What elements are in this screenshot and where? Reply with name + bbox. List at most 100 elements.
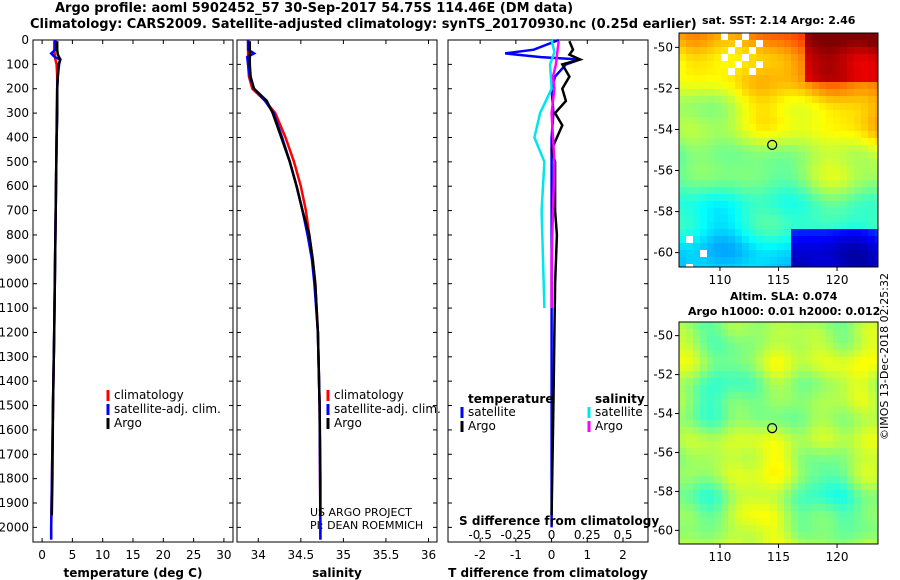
map-cell: [798, 124, 805, 131]
map-cell: [714, 208, 721, 215]
map-cell: [707, 96, 714, 103]
map-cell: [819, 420, 826, 427]
map-cell: [735, 434, 742, 441]
map-cell: [847, 68, 854, 75]
map-cell: [756, 89, 763, 96]
map-cell: [693, 490, 700, 497]
map-cell: [784, 103, 791, 110]
map-cell: [763, 427, 770, 434]
map-cell: [833, 385, 840, 392]
map-cell: [707, 159, 714, 166]
map-cell: [861, 378, 868, 385]
map-cell: [833, 518, 840, 525]
map-cell: [735, 222, 742, 229]
map-cell: [749, 82, 756, 89]
map-cell: [777, 448, 784, 455]
plot-frame-salinity-profile: [236, 39, 438, 543]
map-cell: [693, 152, 700, 159]
map-cell: [875, 222, 878, 229]
map-cell: [875, 131, 878, 138]
map-cell: [770, 201, 777, 208]
map-cell: [693, 215, 700, 222]
map-cell: [728, 539, 735, 544]
map-cell: [686, 364, 693, 371]
map-cell: [749, 434, 756, 441]
map-cell: [798, 75, 805, 82]
map-cell: [749, 483, 756, 490]
map-cell: [833, 243, 840, 250]
map-cell: [714, 131, 721, 138]
map-cell: [686, 82, 693, 89]
map-cell: [777, 385, 784, 392]
map-cell: [735, 448, 742, 455]
map-cell: [840, 33, 847, 40]
map-cell: [784, 194, 791, 201]
map-cell: [700, 518, 707, 525]
map-cell: [707, 187, 714, 194]
map-cell: [875, 322, 878, 329]
map-cell: [812, 47, 819, 54]
map-cell: [707, 399, 714, 406]
map-cell: [728, 497, 735, 504]
map-cell: [826, 33, 833, 40]
map-cell: [868, 124, 875, 131]
depth-tick-label: 1400: [0, 374, 29, 388]
map-cell: [833, 124, 840, 131]
map-cell: [721, 82, 728, 89]
map-cell: [686, 413, 693, 420]
map-cell: [854, 96, 861, 103]
map-cell: [770, 399, 777, 406]
map-cell: [735, 357, 742, 364]
map-cell: [784, 131, 791, 138]
map-cell: [791, 455, 798, 462]
series-line-argo: [50, 41, 62, 516]
map-cell: [868, 173, 875, 180]
map-cell: [847, 103, 854, 110]
map-cell: [700, 117, 707, 124]
map-cell: [742, 264, 749, 267]
map-cell: [875, 364, 878, 371]
map-cell: [763, 194, 770, 201]
map-cell: [833, 378, 840, 385]
map-cell: [819, 476, 826, 483]
map-cell: [763, 145, 770, 152]
map-cell: [868, 539, 875, 544]
map-cell: [721, 264, 728, 267]
map-cell: [763, 525, 770, 532]
map-cell: [742, 110, 749, 117]
map-cell: [840, 236, 847, 243]
map-cell: [742, 469, 749, 476]
map-cell: [777, 483, 784, 490]
map-cell: [735, 336, 742, 343]
map-cell: [868, 476, 875, 483]
map-cell: [686, 236, 693, 243]
map-cell: [714, 483, 721, 490]
map-cell: [784, 413, 791, 420]
map-cell: [784, 378, 791, 385]
map-cell: [805, 539, 812, 544]
map-cell: [840, 406, 847, 413]
map-cell: [749, 343, 756, 350]
map-cell: [777, 329, 784, 336]
map-cell: [791, 371, 798, 378]
map-cell: [763, 350, 770, 357]
map-cell: [686, 89, 693, 96]
map-cell: [819, 236, 826, 243]
map-cell: [805, 364, 812, 371]
map-cell: [686, 54, 693, 61]
map-cell: [686, 469, 693, 476]
map-cell: [679, 229, 686, 236]
map-cell: [812, 343, 819, 350]
map-cell: [693, 222, 700, 229]
map-cell: [714, 243, 721, 250]
map-cell: [707, 75, 714, 82]
map-cell: [686, 131, 693, 138]
map-cell: [714, 462, 721, 469]
map-cell: [840, 455, 847, 462]
map-cell: [861, 75, 868, 82]
map-cell: [777, 201, 784, 208]
map-cell: [728, 208, 735, 215]
map-cell: [700, 33, 707, 40]
map-cell: [798, 117, 805, 124]
map-cell: [763, 476, 770, 483]
